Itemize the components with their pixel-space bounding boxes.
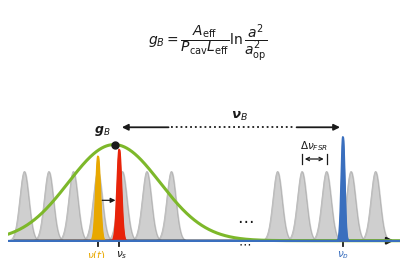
Text: $\cdots$: $\cdots$ bbox=[236, 211, 253, 229]
Text: $\nu(t)$: $\nu(t)$ bbox=[87, 249, 106, 258]
Text: $\cdots$: $\cdots$ bbox=[238, 237, 251, 250]
Text: $\boldsymbol{\nu}_B$: $\boldsymbol{\nu}_B$ bbox=[231, 110, 248, 123]
Text: $\nu_s$: $\nu_s$ bbox=[116, 249, 127, 258]
Text: $\nu_p$: $\nu_p$ bbox=[337, 249, 349, 258]
Text: $\Delta\nu_{FSR}$: $\Delta\nu_{FSR}$ bbox=[300, 139, 328, 153]
Text: $g_B = \dfrac{A_\mathrm{eff}}{P_\mathrm{cav}L_\mathrm{eff}}\ln\dfrac{a^2}{a_\mat: $g_B = \dfrac{A_\mathrm{eff}}{P_\mathrm{… bbox=[148, 22, 268, 64]
Text: $\boldsymbol{g}_B$: $\boldsymbol{g}_B$ bbox=[94, 124, 110, 138]
